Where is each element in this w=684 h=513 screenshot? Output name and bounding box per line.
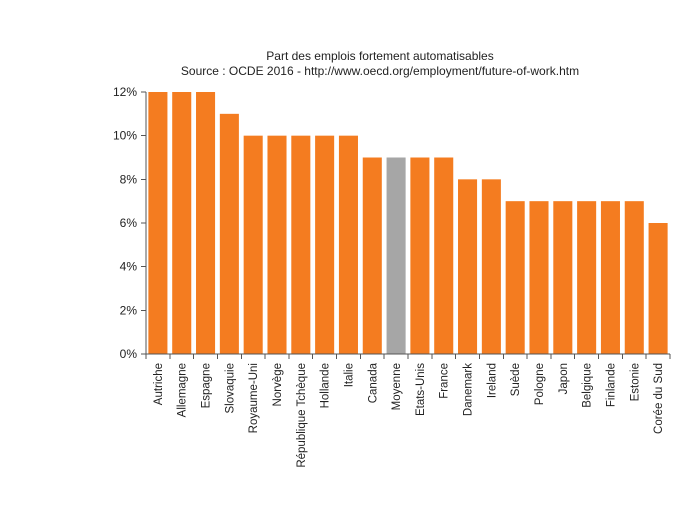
bar-autriche <box>148 92 168 354</box>
x-tick-label: Autriche <box>153 363 165 405</box>
y-tick-label: 6% <box>120 216 138 230</box>
x-tick-label: Moyenne <box>391 363 403 410</box>
bar-estonie <box>624 201 644 354</box>
bar-finlande <box>600 201 620 354</box>
bar-france <box>434 157 454 354</box>
x-tick-label: République Tchèque <box>296 363 308 468</box>
y-tick-label: 4% <box>120 260 138 274</box>
bar-r-publique-tch-que <box>291 135 311 354</box>
chart-subtitle: Source : OCDE 2016 - http://www.oecd.org… <box>181 64 579 78</box>
bar-espagne <box>196 92 216 354</box>
bar-su-de <box>505 201 525 354</box>
bar-etats-unis <box>410 157 430 354</box>
x-tick-label: Hollande <box>320 363 332 408</box>
bar-hollande <box>315 135 335 354</box>
x-tick-label: Canada <box>367 362 379 403</box>
y-axis: 0% 2% 4% 6% 8% 10% 12% <box>113 85 147 361</box>
bar-royaume-uni <box>243 135 263 354</box>
bar-pologne <box>529 201 549 354</box>
x-tick-label: Etats-Unis <box>415 363 427 416</box>
y-tick-label: 10% <box>113 129 137 143</box>
x-tick-label: Norvège <box>272 363 284 406</box>
x-tick-label: Finlande <box>605 363 617 407</box>
x-tick-label: Suède <box>510 363 522 396</box>
x-tick-label: Ireland <box>486 363 498 398</box>
x-tick-label: Corée du Sud <box>653 363 665 434</box>
bar-danemark <box>458 179 478 354</box>
y-tick-label: 0% <box>120 347 138 361</box>
x-axis: Autriche Allemagne Espagne Slovaquie Royaume… <box>145 353 671 468</box>
x-tick-label: Slovaquie <box>224 363 236 414</box>
x-tick-label: Royaume-Uni <box>248 363 260 433</box>
bar-norv-ge <box>267 135 287 354</box>
x-tick-label: Estonie <box>629 363 641 401</box>
bars <box>148 92 668 354</box>
x-tick-label: France <box>439 363 451 399</box>
bar-italie <box>338 135 358 354</box>
bar-belgique <box>577 201 597 354</box>
chart-title: Part des emplois fortement automatisable… <box>266 49 493 63</box>
bar-cor-e-du-sud <box>648 223 668 354</box>
bar-japon <box>553 201 573 354</box>
bar-ireland <box>481 179 501 354</box>
x-tick-label: Allemagne <box>177 363 189 417</box>
x-tick-label: Japon <box>558 363 570 394</box>
y-tick-label: 8% <box>120 172 138 186</box>
bar-moyenne <box>386 157 406 354</box>
x-tick-label: Pologne <box>534 363 546 405</box>
y-tick-label: 2% <box>120 303 138 317</box>
x-tick-label: Danemark <box>463 363 475 416</box>
x-tick-label: Belgique <box>582 363 594 408</box>
y-tick-label: 12% <box>113 85 137 99</box>
x-tick-label: Italie <box>343 363 355 387</box>
bar-allemagne <box>172 92 192 354</box>
bar-canada <box>362 157 382 354</box>
bar-slovaquie <box>219 113 239 354</box>
x-tick-label: Espagne <box>201 363 213 408</box>
